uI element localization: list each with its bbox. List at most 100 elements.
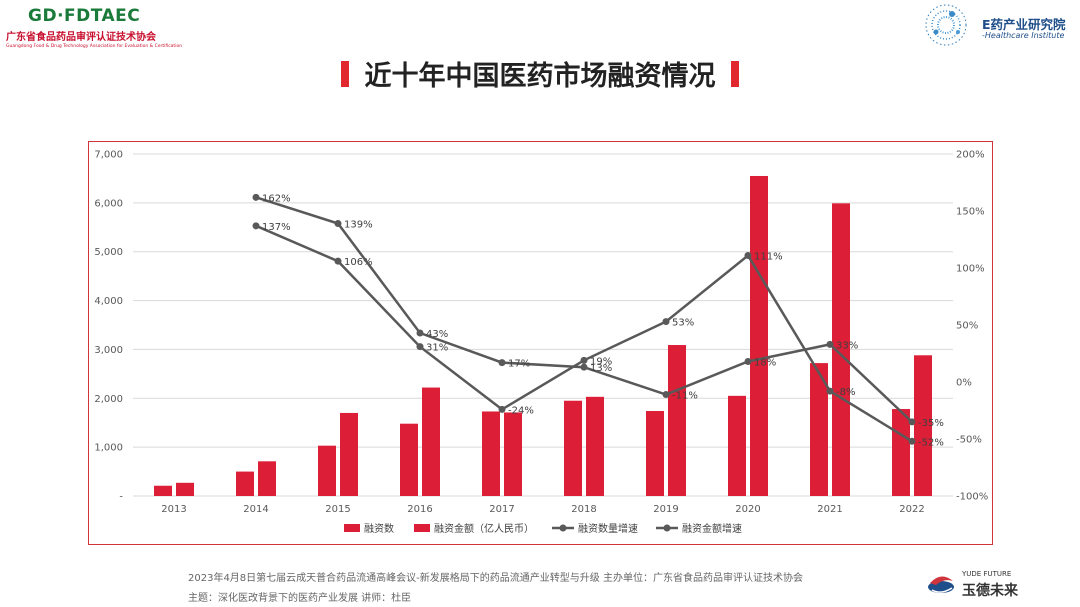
- bar-financing-count: [482, 411, 500, 496]
- legend-swatch-marker: [663, 524, 671, 532]
- data-label: -52%: [918, 437, 944, 448]
- x-tick-label: 2013: [161, 504, 186, 515]
- data-label: 162%: [262, 193, 291, 204]
- x-tick-label: 2021: [817, 504, 842, 515]
- x-tick-label: 2020: [735, 504, 760, 515]
- globe-icon: [925, 4, 967, 46]
- bar-financing-amount: [422, 387, 440, 496]
- bar-financing-count: [810, 363, 828, 496]
- x-tick-label: 2015: [325, 504, 350, 515]
- data-label: -24%: [508, 405, 534, 416]
- title-bar-right: [730, 60, 739, 87]
- bar-financing-amount: [750, 175, 768, 496]
- bar-financing-count: [236, 471, 254, 496]
- bar-financing-count: [154, 485, 172, 496]
- legend-swatch: [414, 524, 430, 532]
- line-point: [744, 357, 752, 365]
- legend-label: 融资数: [364, 522, 394, 535]
- line-point: [662, 318, 670, 326]
- brand-logo: YUDE FUTURE 玉德未来: [926, 567, 1036, 603]
- line-point: [498, 359, 506, 367]
- data-label: 106%: [344, 257, 373, 268]
- org-logo-text: GD·FDTAEC: [28, 6, 141, 26]
- y-right-tick-label: -100%: [956, 492, 988, 503]
- x-tick-label: 2018: [571, 504, 596, 515]
- y-left-tick-label: 2,000: [94, 394, 123, 405]
- financing-chart: - 1,000 2,000 3,000 4,000 5,000 6,000 7,000 -100…: [94, 150, 988, 536]
- data-label: 17%: [508, 359, 530, 370]
- page-title: 近十年中国医药市场融资情况: [364, 61, 716, 92]
- bar-financing-amount: [914, 355, 932, 496]
- data-label: 31%: [426, 343, 448, 354]
- y-left-tick-label: 1,000: [94, 443, 123, 454]
- line-point: [744, 251, 752, 259]
- data-label: 13%: [590, 363, 612, 374]
- line-point: [416, 329, 424, 337]
- bar-financing-count: [728, 395, 746, 496]
- legend-swatch-marker: [559, 524, 567, 532]
- line-point: [252, 193, 260, 201]
- footer-line-1: 2023年4月8日第七届云成天普合药品流通高峰会议-新发展格局下的药品流通产业转…: [188, 573, 803, 584]
- y-left-tick-label: -: [119, 492, 123, 503]
- line-point: [662, 391, 670, 399]
- org-logo: GD·FDTAEC 广东省食品药品审评认证技术协会 Guangdong Food…: [6, 6, 183, 49]
- line-point: [498, 405, 506, 413]
- data-label: 33%: [836, 340, 858, 351]
- data-label: 19%: [590, 356, 612, 367]
- brand-name-cn: 玉德未来: [962, 583, 1018, 599]
- bar-financing-amount: [832, 203, 850, 497]
- line-point: [908, 418, 916, 426]
- institute-name-en: -Healthcare Institute: [982, 31, 1065, 40]
- y-left-tick-label: 3,000: [94, 345, 123, 356]
- x-tick-label: 2016: [407, 504, 432, 515]
- y-left-tick-label: 6,000: [94, 198, 123, 209]
- data-label: -35%: [918, 418, 944, 429]
- bar-financing-count: [318, 445, 336, 496]
- title-bar-left: [341, 60, 350, 87]
- line-point: [334, 220, 342, 228]
- y-right-tick-label: 200%: [956, 150, 985, 161]
- legend-label: 融资金额增速: [682, 522, 742, 535]
- line-point: [826, 340, 834, 348]
- bar-financing-amount: [668, 345, 686, 496]
- x-tick-label: 2014: [243, 504, 268, 515]
- y-right-tick-label: 0%: [956, 378, 972, 389]
- data-label: 43%: [426, 329, 448, 340]
- org-name-en: Guangdong Food & Drug Technology Associa…: [6, 44, 183, 49]
- x-tick-label: 2022: [899, 504, 924, 515]
- title-block: 近十年中国医药市场融资情况: [0, 54, 1080, 93]
- data-label: -11%: [672, 391, 698, 402]
- institute-logo: E药产业研究院 -Healthcare Institute: [922, 2, 1078, 48]
- y-right-tick-label: -50%: [956, 435, 982, 446]
- data-label: -8%: [836, 387, 855, 398]
- y-left-tick-label: 7,000: [94, 150, 123, 161]
- bar-financing-count: [400, 423, 418, 496]
- line-point: [416, 343, 424, 351]
- bar-financing-amount: [258, 461, 276, 496]
- bar-financing-amount: [176, 482, 194, 496]
- chart-frame: [88, 141, 993, 545]
- bar-financing-amount: [586, 396, 604, 496]
- org-name-cn: 广东省食品药品审评认证技术协会: [6, 32, 156, 43]
- bar-financing-count: [892, 409, 910, 496]
- brand-name-en: YUDE FUTURE: [962, 570, 1012, 578]
- y-left-tick-label: 5,000: [94, 247, 123, 258]
- line-point: [580, 356, 588, 364]
- line-point: [908, 437, 916, 445]
- data-label: 18%: [754, 357, 776, 368]
- brand-mark-icon: [928, 576, 954, 593]
- y-left-tick-label: 4,000: [94, 296, 123, 307]
- bar-financing-count: [564, 400, 582, 496]
- data-label: 137%: [262, 222, 291, 233]
- data-label: 111%: [754, 251, 783, 262]
- x-tick-label: 2017: [489, 504, 514, 515]
- footer-line-2: 主题：深化医改背景下的医药产业发展 讲师：杜臣: [188, 593, 412, 604]
- line-point: [580, 363, 588, 371]
- bar-financing-amount: [504, 412, 522, 496]
- data-label: 139%: [344, 220, 373, 231]
- data-label: 53%: [672, 318, 694, 329]
- line-point: [252, 222, 260, 230]
- y-right-tick-label: 50%: [956, 321, 978, 332]
- bar-financing-amount: [340, 412, 358, 496]
- line-point: [334, 257, 342, 265]
